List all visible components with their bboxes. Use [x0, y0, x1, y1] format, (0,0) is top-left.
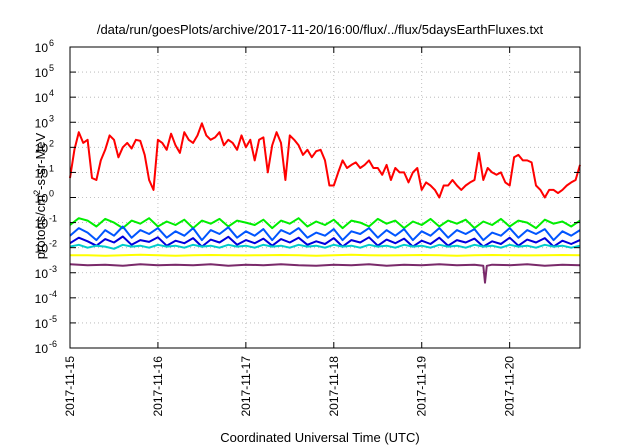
y-tick-exponent: -5	[49, 314, 57, 324]
y-tick-label: 10	[35, 91, 49, 105]
y-tick-label: 10	[35, 217, 49, 231]
y-tick-exponent: -6	[49, 339, 57, 349]
y-axis-label: protons/cm2-s-sr-MeV	[32, 133, 48, 259]
y-tick-exponent: -1	[49, 214, 57, 224]
y-axis-label-suffix: -s-sr-MeV	[33, 132, 49, 190]
x-tick-label: 2017-11-16	[151, 356, 165, 417]
x-tick-label: 2017-11-15	[63, 356, 77, 417]
y-tick-exponent: 2	[49, 138, 54, 148]
y-tick-exponent: -3	[49, 264, 57, 274]
x-axis-label: Coordinated Universal Time (UTC)	[220, 430, 420, 445]
y-tick-exponent: 1	[49, 163, 54, 173]
y-axis-label-prefix: protons/cm	[33, 194, 49, 260]
y-tick-exponent: 0	[49, 189, 54, 199]
x-tick-label: 2017-11-19	[415, 356, 429, 417]
x-tick-label: 2017-11-17	[239, 356, 253, 417]
y-tick-exponent: 6	[49, 38, 54, 48]
y-axis-label-sup: 2	[31, 189, 42, 195]
y-tick-label: 10	[35, 66, 49, 80]
y-tick-label: 10	[35, 292, 49, 306]
series-line-4	[69, 235, 581, 248]
series-line-7	[69, 263, 581, 284]
y-tick-label: 10	[35, 342, 49, 356]
y-tick-exponent: 4	[49, 88, 54, 98]
series-line-1	[69, 122, 581, 199]
y-tick-label: 10	[35, 41, 49, 55]
series-line-5	[69, 243, 581, 250]
y-tick-label: 10	[35, 267, 49, 281]
y-tick-exponent: 3	[49, 113, 54, 123]
y-tick-exponent: 5	[49, 63, 54, 73]
y-tick-label: 10	[35, 116, 49, 130]
series-line-6	[70, 253, 581, 257]
y-tick-label: 10	[35, 317, 49, 331]
chart-title: /data/run/goesPlots/archive/2017-11-20/1…	[96, 22, 544, 37]
y-tick-label: 10	[35, 166, 49, 180]
series-line-3	[69, 225, 581, 242]
x-tick-label: 2017-11-20	[503, 356, 517, 417]
series-line-2	[69, 217, 581, 230]
y-tick-exponent: -2	[49, 239, 57, 249]
x-tick-label: 2017-11-18	[327, 356, 341, 417]
y-tick-label: 10	[35, 242, 49, 256]
y-tick-label: 10	[35, 192, 49, 206]
y-tick-exponent: -4	[49, 289, 57, 299]
y-tick-label: 10	[35, 141, 49, 155]
